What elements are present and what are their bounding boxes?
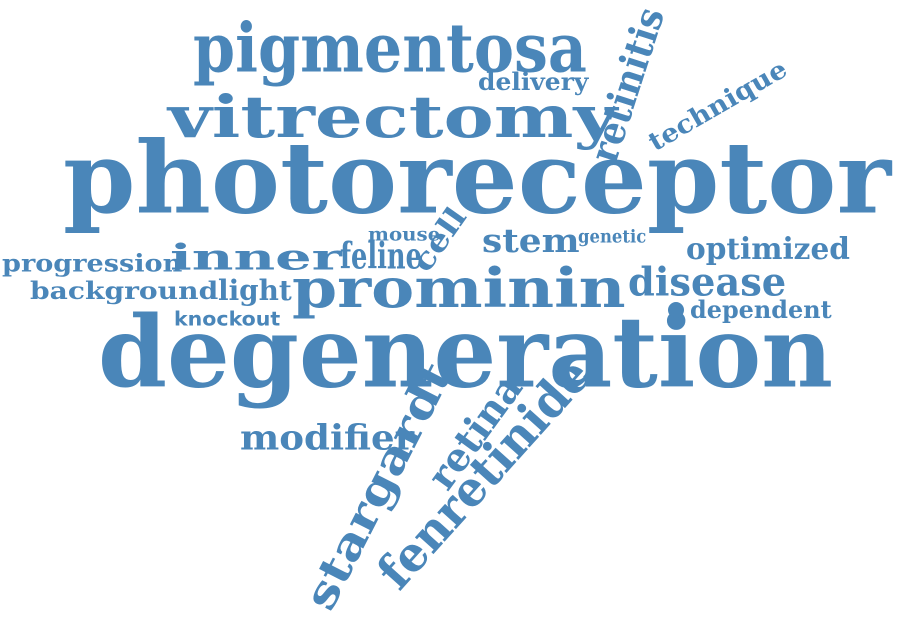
word-degeneration: degeneration (98, 294, 834, 410)
word-disease: disease (628, 259, 787, 305)
word-feline: feline (340, 234, 422, 278)
word-light: light (218, 274, 292, 307)
word-genetic: genetic (578, 226, 647, 247)
word-background: background (30, 275, 219, 305)
word-stem: stem (482, 221, 580, 260)
word-optimized: optimized (686, 230, 850, 266)
word-modifier: modifier (240, 416, 415, 458)
word-mouse: mouse (368, 224, 441, 245)
word-vitrectomy: vitrectomy (168, 83, 618, 151)
word-delivery: delivery (478, 66, 589, 96)
word-knockout: knockout (174, 307, 281, 330)
word-inner: inner (170, 235, 342, 278)
dot-marker (668, 302, 684, 318)
word-pigmentosa: pigmentosa (193, 7, 587, 89)
word-prominin: prominin (292, 255, 626, 320)
word-photoreceptor: photoreceptor (63, 119, 892, 236)
word-dependent: dependent (690, 294, 832, 324)
word-progression: progression (2, 249, 183, 278)
